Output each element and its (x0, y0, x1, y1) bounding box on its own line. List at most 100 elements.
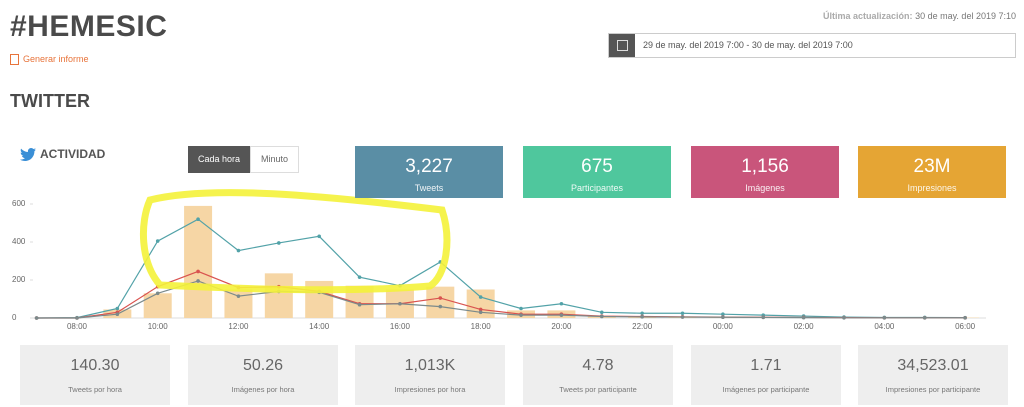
x-tick-label: 20:00 (551, 322, 572, 331)
stat-label: Tweets (414, 183, 444, 193)
toggle-hourly[interactable]: Cada hora (188, 146, 250, 173)
metric-card: 140.30 Tweets por hora (20, 345, 170, 405)
pdf-icon (10, 54, 19, 66)
point (236, 248, 241, 253)
x-tick-label: 04:00 (874, 322, 895, 331)
activity-header: ACTIVIDAD (20, 147, 106, 162)
y-tick-label: 600 (12, 199, 26, 208)
point (357, 275, 362, 279)
x-tick-label: 22:00 (632, 322, 653, 331)
plot: 0 200 400 600 08:00 10:00 12:00 14:00 16:00 18:00… (12, 199, 980, 331)
section-title: TWITTER (10, 91, 90, 111)
point (680, 315, 685, 319)
point (196, 269, 200, 274)
x-tick-label: 00:00 (713, 322, 734, 331)
metric-value: 34,523.01 (897, 357, 969, 374)
y-tick-label: 200 (12, 275, 26, 284)
highlight (139, 189, 451, 294)
metric-card: 50.26 Imágenes por hora (188, 345, 338, 405)
x-tick-label: 14:00 (309, 322, 330, 331)
point (599, 310, 604, 315)
metric-label: Imágenes por hora (231, 385, 295, 394)
toggle-minute[interactable]: Minuto (250, 146, 299, 173)
point (115, 306, 120, 311)
x-tick-label: 18:00 (471, 322, 492, 331)
point (519, 313, 523, 317)
stat-value: 675 (581, 156, 613, 177)
bar (264, 273, 293, 318)
metric-value: 140.30 (70, 357, 120, 374)
y-tick-label: 0 (12, 313, 17, 322)
point (680, 311, 685, 316)
bar (426, 286, 455, 318)
point (599, 314, 604, 319)
point (761, 315, 766, 320)
point (519, 306, 523, 311)
point (438, 296, 443, 300)
calendar-button[interactable] (609, 34, 635, 57)
metric-label: Tweets por hora (68, 385, 122, 394)
stat-card: 1,156 Imágenes (691, 146, 839, 198)
point (963, 316, 967, 320)
x-tick-label: 16:00 (390, 322, 411, 331)
point (277, 241, 281, 245)
point (882, 316, 887, 320)
metric-card: 4.78 Tweets por participante (523, 345, 673, 405)
metric-value: 1.71 (750, 357, 782, 374)
stat-value: 23M (913, 156, 951, 177)
point (801, 315, 806, 320)
point (721, 312, 725, 317)
stat-card: 675 Participantes (523, 146, 671, 198)
x-tick-label: 08:00 (67, 322, 88, 331)
point (559, 301, 564, 306)
metric-label: Imágenes por participante (722, 385, 810, 394)
x-tick-label: 02:00 (794, 322, 815, 331)
point (478, 307, 483, 312)
point (438, 304, 443, 309)
last-update-label: Última actualización: (823, 11, 913, 21)
metric-label: Impresiones por participante (885, 385, 981, 394)
metric-value: 50.26 (242, 357, 284, 374)
point (357, 302, 362, 307)
point (115, 312, 120, 317)
report-link-text[interactable]: Generar informe (23, 54, 89, 64)
bar (184, 205, 213, 318)
point (75, 316, 79, 320)
x-tick-label: 06:00 (955, 322, 976, 331)
point (478, 310, 483, 315)
stat-card: 3,227 Tweets (355, 146, 503, 198)
date-range-text: 29 de may. del 2019 7:00 - 30 de may. de… (643, 40, 853, 50)
point (478, 295, 483, 299)
stat-label: Imágenes (745, 183, 785, 193)
point (721, 315, 725, 320)
stat-label: Impresiones (907, 183, 957, 193)
metric-label: Tweets por participante (559, 385, 637, 394)
report-link[interactable]: Generar informe (10, 54, 89, 66)
point (196, 217, 200, 221)
metric-card: 1.71 Imágenes por participante (691, 345, 841, 405)
page-title: #HEMESIC (10, 10, 168, 43)
metric-card: 34,523.01 Impresiones por participante (858, 345, 1008, 405)
bar (224, 289, 253, 318)
stat-value: 3,227 (405, 156, 453, 177)
point (34, 316, 39, 320)
metric-card: 1,013K Impresiones por hora (355, 345, 505, 405)
point (155, 291, 160, 296)
point (196, 279, 200, 283)
last-update: Última actualización: 30 de may. del 201… (823, 11, 1016, 21)
stat-label: Participantes (570, 183, 624, 193)
date-range-input[interactable]: 29 de may. del 2019 7:00 - 30 de may. de… (608, 33, 1016, 58)
point (155, 239, 160, 243)
line (36, 270, 966, 319)
metric-label: Impresiones por hora (394, 385, 466, 394)
point (317, 234, 321, 239)
point (398, 301, 402, 306)
point (559, 313, 564, 317)
line (36, 218, 966, 319)
activity-title: ACTIVIDAD (40, 147, 106, 161)
bar (143, 293, 172, 318)
point (922, 316, 927, 320)
stat-card: 23M Impresiones (858, 146, 1006, 198)
